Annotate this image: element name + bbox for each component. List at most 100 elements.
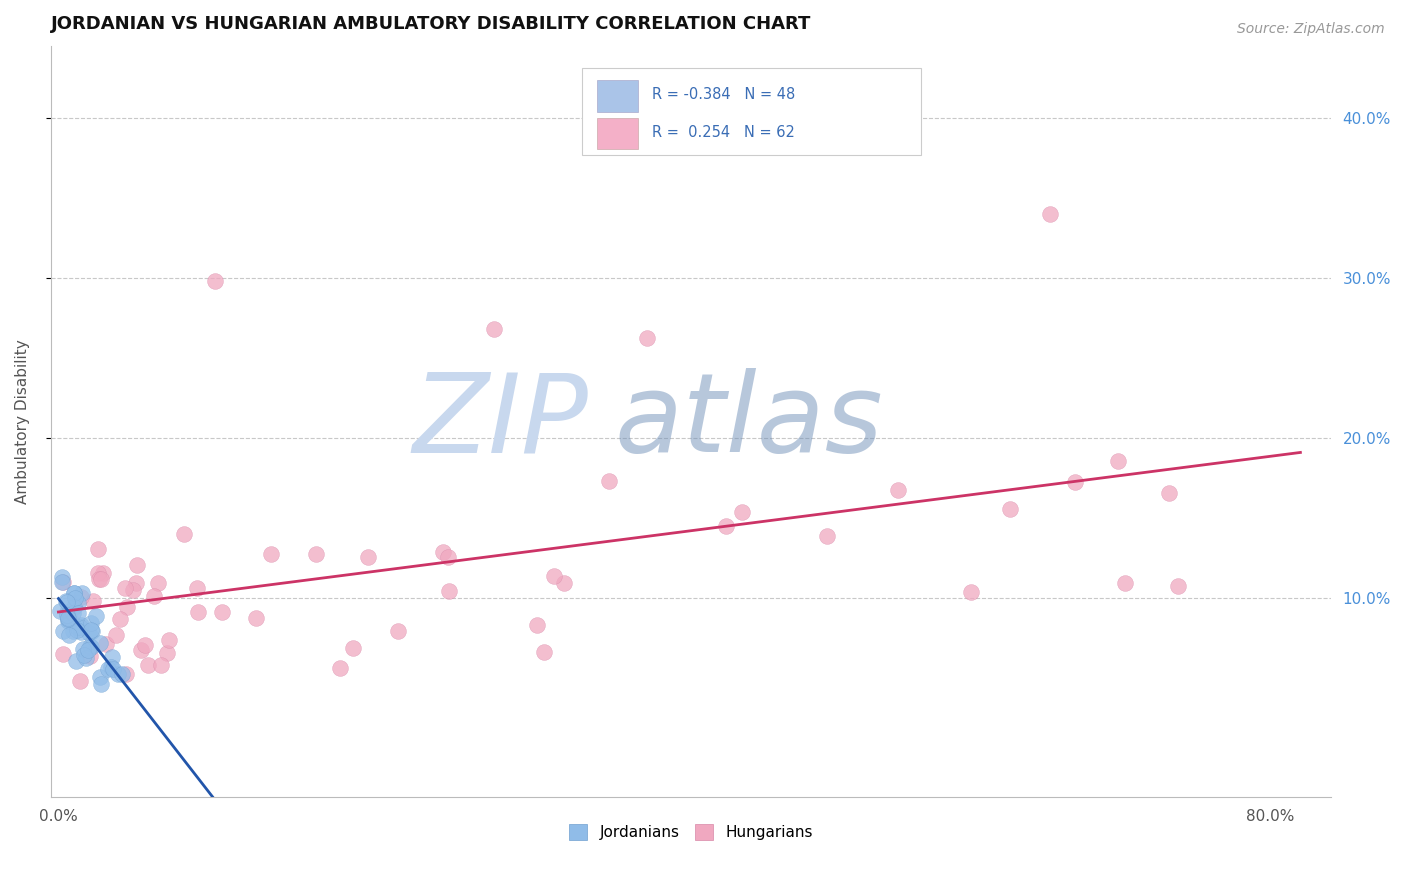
Point	[1107, 454, 1129, 468]
Point	[89, 636, 111, 650]
Point	[543, 569, 565, 583]
Point	[115, 667, 138, 681]
Point	[103, 662, 125, 676]
Point	[63, 591, 86, 606]
Point	[90, 572, 112, 586]
Point	[1039, 206, 1062, 220]
Point	[62, 600, 84, 615]
Point	[77, 642, 100, 657]
Point	[148, 576, 170, 591]
Point	[69, 619, 91, 633]
Point	[815, 529, 838, 543]
Point	[108, 612, 131, 626]
Point	[1063, 475, 1085, 489]
Point	[636, 331, 658, 345]
Point	[52, 647, 75, 661]
Point	[70, 586, 93, 600]
Point	[58, 627, 80, 641]
Point	[125, 558, 148, 572]
Point	[62, 624, 84, 638]
Point	[56, 612, 79, 626]
Point	[80, 615, 103, 630]
Point	[526, 617, 548, 632]
Point	[204, 274, 226, 288]
Point	[114, 581, 136, 595]
Point	[66, 620, 89, 634]
Point	[56, 595, 79, 609]
Point	[59, 612, 82, 626]
Text: R = -0.384   N = 48: R = -0.384 N = 48	[652, 87, 796, 102]
Point	[79, 640, 101, 654]
Point	[79, 648, 101, 663]
Text: Source: ZipAtlas.com: Source: ZipAtlas.com	[1237, 22, 1385, 37]
Point	[52, 624, 75, 638]
Point	[101, 649, 124, 664]
Point	[714, 518, 737, 533]
Point	[260, 547, 283, 561]
Point	[134, 638, 156, 652]
Text: atlas: atlas	[614, 368, 883, 475]
FancyBboxPatch shape	[582, 68, 921, 154]
Point	[66, 596, 89, 610]
Point	[186, 581, 208, 595]
Point	[80, 623, 103, 637]
Point	[598, 474, 620, 488]
Point	[150, 658, 173, 673]
Point	[93, 566, 115, 580]
Point	[52, 574, 75, 589]
Point	[97, 662, 120, 676]
Point	[66, 606, 89, 620]
Bar	[598, 118, 638, 150]
Point	[245, 611, 267, 625]
Point	[553, 575, 575, 590]
Point	[89, 669, 111, 683]
Text: JORDANIAN VS HUNGARIAN AMBULATORY DISABILITY CORRELATION CHART: JORDANIAN VS HUNGARIAN AMBULATORY DISABI…	[51, 15, 811, 33]
Point	[357, 550, 380, 565]
Point	[100, 660, 122, 674]
Point	[143, 589, 166, 603]
Point	[1167, 579, 1189, 593]
Point	[51, 574, 73, 589]
Point	[156, 646, 179, 660]
Point	[55, 593, 77, 607]
Point	[437, 583, 460, 598]
Point	[1000, 502, 1022, 516]
Point	[62, 606, 84, 620]
Point	[432, 544, 454, 558]
Point	[66, 623, 89, 637]
Point	[63, 586, 86, 600]
Point	[49, 604, 72, 618]
Point	[72, 642, 94, 657]
Point	[533, 645, 555, 659]
Point	[86, 609, 108, 624]
Point	[86, 541, 108, 556]
Point	[129, 643, 152, 657]
Point	[887, 483, 910, 497]
Text: ZIP: ZIP	[412, 368, 588, 475]
Point	[70, 617, 93, 632]
Point	[56, 614, 79, 628]
Y-axis label: Ambulatory Disability: Ambulatory Disability	[15, 339, 30, 504]
Point	[484, 322, 506, 336]
Point	[121, 583, 143, 598]
Point	[51, 570, 73, 584]
Point	[107, 666, 129, 681]
Point	[387, 624, 409, 638]
Point	[55, 607, 77, 622]
Point	[56, 606, 79, 620]
Point	[89, 572, 111, 586]
Point	[437, 549, 460, 564]
Point	[69, 674, 91, 689]
Point	[77, 625, 100, 640]
Point	[80, 624, 103, 639]
Point	[1114, 576, 1136, 591]
Point	[104, 627, 127, 641]
Point	[136, 658, 159, 673]
Point	[70, 625, 93, 640]
Point	[58, 610, 80, 624]
Point	[90, 677, 112, 691]
Point	[329, 661, 352, 675]
Text: R =  0.254   N = 62: R = 0.254 N = 62	[652, 125, 796, 140]
Point	[94, 637, 117, 651]
Point	[211, 605, 233, 619]
